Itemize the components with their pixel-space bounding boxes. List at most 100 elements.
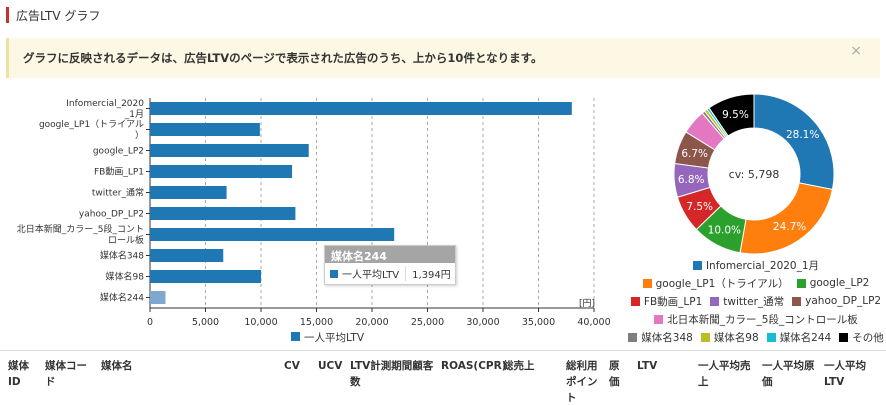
- slice-value-label: 28.1%: [786, 129, 819, 141]
- legend-swatch: [792, 296, 802, 306]
- legend-item[interactable]: yahoo_DP_LP2: [792, 295, 881, 307]
- legend-swatch: [839, 332, 849, 342]
- column-header[interactable]: CV: [284, 360, 300, 372]
- slice-value-label: 24.7%: [773, 221, 806, 233]
- column-header[interactable]: 媒体 ID: [8, 360, 29, 388]
- column-header[interactable]: 総売上: [503, 360, 535, 372]
- category-label: google_LP2: [93, 147, 144, 157]
- column-header[interactable]: 原価: [609, 360, 620, 388]
- notice-banner: グラフに反映されるデータは、広告LTVのページで表示された広告のうち、上から10…: [6, 38, 880, 78]
- chart-tooltip: 媒体名244 一人平均LTV 1,394円: [324, 245, 456, 285]
- bar[interactable]: [150, 186, 227, 199]
- tooltip-value: 1,394円: [412, 270, 451, 281]
- legend-item[interactable]: FB動画_LP1: [630, 294, 703, 309]
- legend-label: google_LP1（トライアル）: [655, 277, 789, 290]
- slice-value-label: 10.0%: [708, 225, 741, 237]
- category-label: 媒体名98: [106, 271, 145, 283]
- legend-label: 一人平均LTV: [304, 332, 365, 344]
- column-header[interactable]: 一人平均 LTV: [824, 360, 866, 388]
- section-title-text: 広告LTV グラフ: [16, 8, 101, 23]
- legend-label: yahoo_DP_LP2: [805, 295, 882, 307]
- category-label: 媒体名244: [100, 292, 144, 304]
- slice-value-label: 6.8%: [678, 174, 705, 186]
- bar[interactable]: [150, 228, 395, 241]
- bar[interactable]: [150, 207, 296, 220]
- bar[interactable]: [150, 249, 224, 262]
- donut-legend: Infomercial_2020_1月 google_LP1（トライアル） goog…: [628, 258, 884, 348]
- category-label: 北日本新聞_カラー_5段_コント: [17, 223, 144, 235]
- column-header[interactable]: ROAS(CPR): [441, 360, 507, 372]
- x-tick-label: 5,000: [192, 317, 219, 328]
- category-label: twitter_通常: [92, 187, 144, 199]
- x-tick-label: 10,000: [244, 317, 277, 328]
- legend-swatch: [700, 332, 710, 342]
- table-header: 媒体 ID 媒体コード 媒体名 CV UCV LTV計測期間顧客数 ROAS(CPR) 総売上 総…: [0, 350, 886, 405]
- notice-message: グラフに反映されるデータは、広告LTVのページで表示された広告のうち、上から10…: [23, 51, 543, 65]
- category-label: Infomercial_2020: [66, 99, 144, 109]
- x-tick-label: 35,000: [522, 317, 555, 328]
- donut-center-label: cv: 5,798: [729, 168, 780, 181]
- bar[interactable]: [150, 144, 309, 157]
- bar[interactable]: [150, 291, 166, 304]
- column-header[interactable]: 一人平均原価: [762, 360, 815, 388]
- title-accent-bar: [6, 7, 9, 23]
- legend-label: Infomercial_2020_1月: [705, 259, 820, 272]
- tooltip-title: 媒体名244: [325, 246, 455, 263]
- legend-label: 媒体名348: [641, 331, 693, 344]
- tooltip-swatch: [330, 269, 338, 278]
- legend-swatch: [766, 332, 776, 342]
- bar-legend: 一人平均LTV: [291, 332, 365, 344]
- category-label: FB動画_LP1: [94, 167, 144, 178]
- x-tick-label: 30,000: [466, 317, 499, 328]
- x-tick-label: 20,000: [355, 317, 388, 328]
- legend-item[interactable]: twitter_通常: [710, 294, 784, 309]
- column-header[interactable]: 一人平均売上: [698, 360, 751, 388]
- legend-swatch: [628, 332, 638, 342]
- bar[interactable]: [150, 123, 260, 136]
- category-label: yahoo_DP_LP2: [79, 210, 144, 220]
- column-header[interactable]: 媒体コード: [45, 360, 87, 388]
- x-tick-label: 0: [147, 317, 153, 328]
- donut-chart: 28.1% 24.7% 10.0% 7.5% 6.8% 6.7% 9.5% cv: 5,798: [673, 93, 835, 255]
- column-header[interactable]: LTV計測期間顧客数: [350, 360, 434, 388]
- column-header[interactable]: LTV: [637, 360, 658, 372]
- x-tick-label: 25,000: [411, 317, 444, 328]
- bar-chart: 0 5,000 10,000 15,000 20,000 25,000 30,000 35,0…: [17, 98, 611, 344]
- legend-label: 媒体名98: [713, 331, 759, 344]
- legend-item[interactable]: 北日本新聞_カラー_5段_コントロール板: [654, 312, 858, 327]
- category-label: _1月: [124, 109, 144, 120]
- legend-swatch: [642, 278, 652, 288]
- legend-item[interactable]: 媒体名98: [700, 330, 759, 345]
- x-tick-label: 40,000: [577, 317, 610, 328]
- legend-item[interactable]: 媒体名348: [628, 330, 693, 345]
- legend-swatch: [654, 314, 664, 324]
- column-header[interactable]: UCV: [318, 360, 343, 372]
- legend-item[interactable]: その他: [839, 330, 884, 345]
- donut-slice[interactable]: [708, 93, 755, 137]
- legend-swatch: [291, 332, 300, 341]
- legend-item[interactable]: google_LP2: [796, 277, 869, 289]
- bar[interactable]: [150, 270, 261, 283]
- bar[interactable]: [150, 102, 572, 115]
- legend-swatch: [630, 296, 640, 306]
- legend-item[interactable]: Infomercial_2020_1月: [692, 258, 820, 273]
- legend-swatch: [796, 278, 806, 288]
- legend-label: 媒体名244: [779, 331, 832, 344]
- bar[interactable]: [150, 165, 293, 178]
- legend-swatch: [710, 296, 720, 306]
- tooltip-label: 一人平均LTV: [342, 266, 407, 281]
- column-header[interactable]: 媒体名: [101, 360, 133, 372]
- section-title: 広告LTV グラフ: [6, 6, 100, 24]
- legend-label: その他: [852, 331, 884, 344]
- column-header[interactable]: 総利用 ポイント: [566, 360, 598, 404]
- category-label: ロール板: [108, 234, 144, 246]
- donut-slice[interactable]: [739, 182, 834, 255]
- category-label: 媒体名348: [100, 250, 144, 262]
- legend-label: 北日本新聞_カラー_5段_コントロール板: [667, 313, 858, 326]
- slice-value-label: 9.5%: [722, 109, 749, 121]
- legend-label: twitter_通常: [723, 295, 785, 308]
- legend-item[interactable]: 媒体名244: [766, 330, 832, 345]
- legend-label: FB動画_LP1: [643, 295, 703, 308]
- close-icon[interactable]: ×: [850, 43, 862, 59]
- legend-item[interactable]: google_LP1（トライアル）: [642, 276, 789, 291]
